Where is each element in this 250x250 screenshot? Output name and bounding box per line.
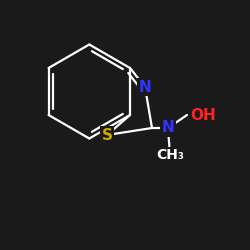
- Text: CH₃: CH₃: [156, 148, 184, 162]
- Text: N: N: [138, 80, 151, 94]
- Text: OH: OH: [190, 108, 216, 122]
- Text: S: S: [102, 128, 112, 142]
- Text: N: N: [162, 120, 174, 136]
